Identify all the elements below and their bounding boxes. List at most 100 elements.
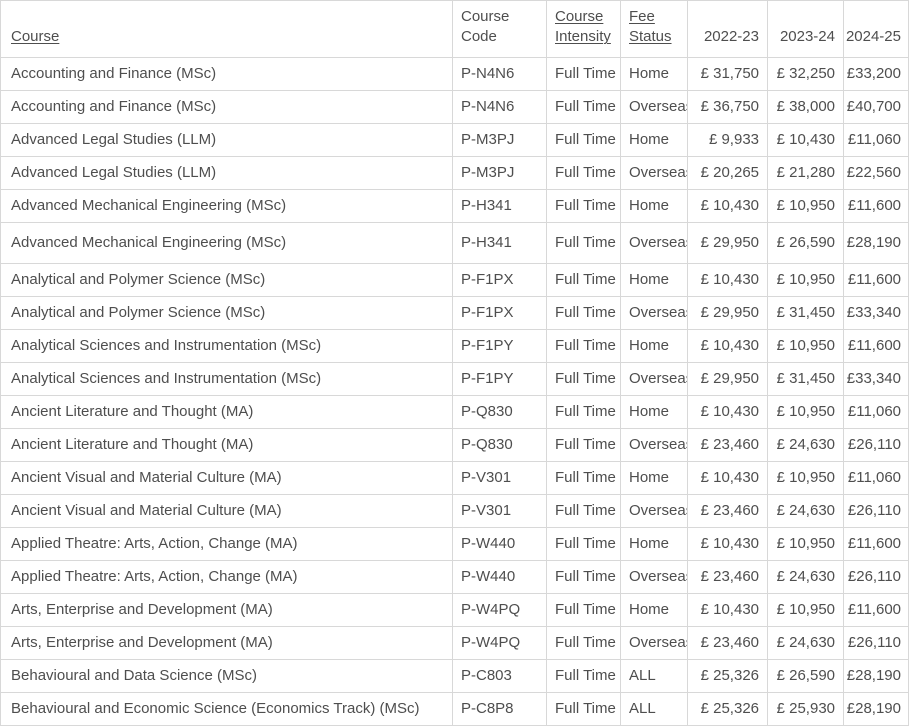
fee-2022-23-cell: £ 25,326 bbox=[687, 658, 768, 693]
fee-2024-25-cell: £28,190 bbox=[843, 221, 909, 264]
column-header-course[interactable]: Course bbox=[0, 0, 453, 58]
course-cell: Applied Theatre: Arts, Action, Change (M… bbox=[0, 526, 453, 561]
fee-2023-24-cell: £ 10,950 bbox=[767, 460, 844, 495]
course-cell: Accounting and Finance (MSc) bbox=[0, 56, 453, 91]
fee-2023-24-cell: £ 10,950 bbox=[767, 526, 844, 561]
course-code-cell: P-Q830 bbox=[452, 427, 547, 462]
fee-2023-24-cell: £ 26,590 bbox=[767, 658, 844, 693]
fee-2023-24-cell: £ 25,930 bbox=[767, 691, 844, 726]
fee-status-cell: ALL bbox=[620, 691, 688, 726]
fee-2024-25-cell: £40,700 bbox=[843, 89, 909, 124]
sortable-column-link[interactable]: Course Intensity bbox=[555, 8, 611, 46]
course-code-cell: P-V301 bbox=[452, 460, 547, 495]
course-cell: Arts, Enterprise and Development (MA) bbox=[0, 625, 453, 660]
course-intensity-cell: Full Time bbox=[546, 328, 621, 363]
fee-2022-23-cell: £ 29,950 bbox=[687, 295, 768, 330]
course-cell: Ancient Literature and Thought (MA) bbox=[0, 427, 453, 462]
fee-2023-24-cell: £ 26,590 bbox=[767, 221, 844, 264]
fee-2024-25-cell: £33,200 bbox=[843, 56, 909, 91]
course-cell: Ancient Visual and Material Culture (MA) bbox=[0, 460, 453, 495]
table-row: Accounting and Finance (MSc) P-N4N6 Full T… bbox=[0, 89, 909, 124]
fee-2024-25-cell: £26,110 bbox=[843, 427, 909, 462]
fee-status-cell: Overseas bbox=[620, 89, 688, 124]
course-cell: Analytical and Polymer Science (MSc) bbox=[0, 295, 453, 330]
fee-2022-23-cell: £ 10,430 bbox=[687, 526, 768, 561]
fee-2024-25-cell: £11,600 bbox=[843, 262, 909, 297]
table-row: Advanced Legal Studies (LLM) P-M3PJ Full T… bbox=[0, 122, 909, 157]
course-intensity-cell: Full Time bbox=[546, 262, 621, 297]
course-intensity-cell: Full Time bbox=[546, 559, 621, 594]
table-row: Advanced Mechanical Engineering (MSc) P-H… bbox=[0, 188, 909, 223]
fee-2022-23-cell: £ 25,326 bbox=[687, 691, 768, 726]
fee-2023-24-cell: £ 24,630 bbox=[767, 493, 844, 528]
fee-2024-25-cell: £26,110 bbox=[843, 625, 909, 660]
fee-2022-23-cell: £ 10,430 bbox=[687, 592, 768, 627]
fee-2023-24-cell: £ 10,950 bbox=[767, 394, 844, 429]
course-intensity-cell: Full Time bbox=[546, 155, 621, 190]
course-code-cell: P-M3PJ bbox=[452, 122, 547, 157]
fee-2024-25-cell: £11,060 bbox=[843, 394, 909, 429]
table-row: Ancient Literature and Thought (MA) P-Q83… bbox=[0, 427, 909, 462]
course-code-cell: P-W440 bbox=[452, 559, 547, 594]
course-code-cell: P-C8P8 bbox=[452, 691, 547, 726]
course-intensity-cell: Full Time bbox=[546, 460, 621, 495]
fee-status-cell: Home bbox=[620, 394, 688, 429]
course-intensity-cell: Full Time bbox=[546, 221, 621, 264]
fee-2023-24-cell: £ 10,950 bbox=[767, 592, 844, 627]
sortable-column-link[interactable]: Fee Status bbox=[629, 8, 672, 46]
fee-2022-23-cell: £ 10,430 bbox=[687, 262, 768, 297]
course-cell: Advanced Legal Studies (LLM) bbox=[0, 122, 453, 157]
course-code-cell: P-C803 bbox=[452, 658, 547, 693]
course-cell: Analytical and Polymer Science (MSc) bbox=[0, 262, 453, 297]
course-cell: Arts, Enterprise and Development (MA) bbox=[0, 592, 453, 627]
table-row: Behavioural and Economic Science (Econom… bbox=[0, 691, 909, 726]
table-row: Advanced Legal Studies (LLM) P-M3PJ Full T… bbox=[0, 155, 909, 190]
course-code-cell: P-F1PY bbox=[452, 328, 547, 363]
fee-2024-25-cell: £28,190 bbox=[843, 658, 909, 693]
course-intensity-cell: Full Time bbox=[546, 592, 621, 627]
fee-2024-25-cell: £33,340 bbox=[843, 295, 909, 330]
table-row: Applied Theatre: Arts, Action, Change (M… bbox=[0, 559, 909, 594]
fee-2024-25-cell: £11,600 bbox=[843, 188, 909, 223]
course-cell: Analytical Sciences and Instrumentation … bbox=[0, 361, 453, 396]
fee-2022-23-cell: £ 20,265 bbox=[687, 155, 768, 190]
fee-status-cell: Home bbox=[620, 592, 688, 627]
fee-2024-25-cell: £22,560 bbox=[843, 155, 909, 190]
column-header-label: 2023-24 bbox=[779, 28, 835, 46]
fee-2023-24-cell: £ 38,000 bbox=[767, 89, 844, 124]
course-code-cell: P-F1PY bbox=[452, 361, 547, 396]
course-code-cell: P-W4PQ bbox=[452, 625, 547, 660]
column-header-label: 2024-25 bbox=[845, 28, 901, 46]
fee-2022-23-cell: £ 29,950 bbox=[687, 361, 768, 396]
fee-2022-23-cell: £ 10,430 bbox=[687, 328, 768, 363]
table-row: Advanced Mechanical Engineering (MSc) P-H… bbox=[0, 221, 909, 264]
fee-2022-23-cell: £ 29,950 bbox=[687, 221, 768, 264]
fee-2022-23-cell: £ 23,460 bbox=[687, 427, 768, 462]
table-row: Ancient Visual and Material Culture (MA)… bbox=[0, 493, 909, 528]
fee-2024-25-cell: £11,600 bbox=[843, 526, 909, 561]
fee-status-cell: Home bbox=[620, 122, 688, 157]
column-header-fee-status[interactable]: Fee Status bbox=[620, 0, 688, 58]
course-cell: Analytical Sciences and Instrumentation … bbox=[0, 328, 453, 363]
fee-2022-23-cell: £ 23,460 bbox=[687, 559, 768, 594]
header-row: Course Course Code Course Intensity Fee Sta… bbox=[0, 0, 909, 58]
fee-2024-25-cell: £11,060 bbox=[843, 122, 909, 157]
table-row: Ancient Literature and Thought (MA) P-Q83… bbox=[0, 394, 909, 429]
fee-status-cell: Home bbox=[620, 526, 688, 561]
sortable-column-link[interactable]: Course bbox=[11, 28, 60, 46]
fee-2022-23-cell: £ 23,460 bbox=[687, 493, 768, 528]
table-row: Ancient Visual and Material Culture (MA)… bbox=[0, 460, 909, 495]
course-intensity-cell: Full Time bbox=[546, 691, 621, 726]
course-cell: Advanced Mechanical Engineering (MSc) bbox=[0, 221, 453, 264]
course-intensity-cell: Full Time bbox=[546, 526, 621, 561]
fee-status-cell: Home bbox=[620, 188, 688, 223]
column-header-label: 2022-23 bbox=[703, 28, 759, 46]
table-row: Analytical and Polymer Science (MSc) P-F1… bbox=[0, 262, 909, 297]
column-header-course-intensity[interactable]: Course Intensity bbox=[546, 0, 621, 58]
table-row: Accounting and Finance (MSc) P-N4N6 Full T… bbox=[0, 56, 909, 91]
fee-2024-25-cell: £11,600 bbox=[843, 592, 909, 627]
table-row: Arts, Enterprise and Development (MA) P-W… bbox=[0, 625, 909, 660]
fee-2022-23-cell: £ 9,933 bbox=[687, 122, 768, 157]
table-row: Applied Theatre: Arts, Action, Change (M… bbox=[0, 526, 909, 561]
fee-2023-24-cell: £ 31,450 bbox=[767, 361, 844, 396]
